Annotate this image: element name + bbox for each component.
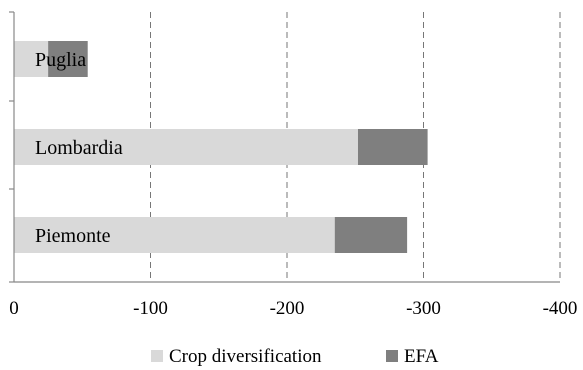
bar-puglia-crop-diversification	[14, 41, 49, 77]
legend-swatch-efa	[386, 350, 398, 362]
x-tick-labels: 0 -100 -200 -300 -400	[9, 298, 577, 319]
bar-lombardia-crop-diversification	[14, 129, 358, 165]
category-label-puglia: Puglia	[35, 49, 86, 71]
category-labels: Puglia Lombardia Piemonte	[35, 49, 123, 247]
legend-label-efa: EFA	[404, 346, 439, 367]
legend-label-crop-diversification: Crop diversification	[169, 346, 322, 367]
x-tick-label: -300	[406, 298, 441, 319]
x-tick-label: -400	[543, 298, 578, 319]
bars	[14, 41, 428, 253]
bar-lombardia-efa	[357, 129, 428, 165]
bar-piemonte-efa	[334, 217, 408, 253]
x-tick-label: -100	[133, 298, 168, 319]
bar-piemonte-crop-diversification	[14, 217, 335, 253]
category-label-piemonte: Piemonte	[35, 225, 111, 247]
x-tick-label: -200	[270, 298, 305, 319]
legend-swatch-crop-diversification	[151, 350, 163, 362]
bar-puglia-efa	[48, 41, 88, 77]
legend: Crop diversification EFA	[151, 346, 439, 367]
axes	[9, 11, 560, 283]
x-tick-label: 0	[9, 298, 19, 319]
category-label-lombardia: Lombardia	[35, 137, 123, 159]
